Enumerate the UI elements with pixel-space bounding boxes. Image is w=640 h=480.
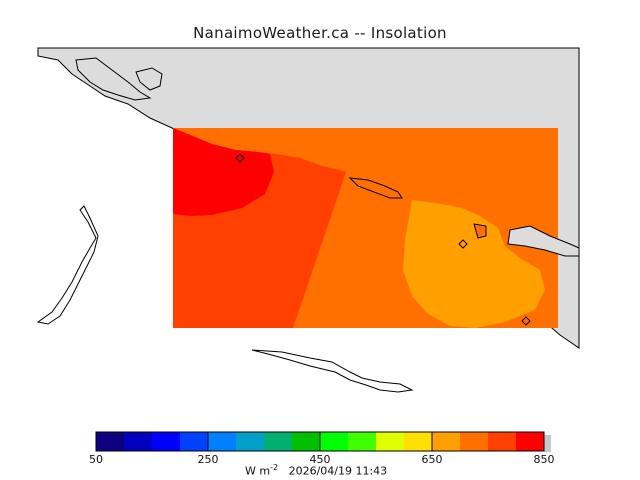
units-label: W m [245,464,271,478]
station-marker [458,239,468,249]
colorbar-swatch [460,432,488,451]
colorbar-label: 50 [89,453,103,466]
insolation-field [173,128,558,328]
colorbar-swatch [404,432,432,451]
station-markers [235,153,531,326]
colorbar-swatch [180,432,208,451]
colorbar-label: 250 [197,453,219,466]
colorbar-swatch [376,432,404,451]
colorbar-label: 650 [421,453,443,466]
colorbar-swatch [264,432,292,451]
units-exponent: -2 [270,463,279,472]
station-marker [235,153,245,163]
colorbar-shadow [544,435,551,452]
colorbar-label: 450 [309,453,331,466]
station-marker [521,316,531,326]
islands [36,57,580,393]
colorbar-swatch [432,432,460,451]
units-and-timestamp: W m-2 2026/04/19 11:43 [245,463,387,478]
colorbar-swatch [152,432,180,451]
colorbar-swatch [292,432,320,451]
timestamp: 2026/04/19 11:43 [288,464,388,478]
colorbar-swatch [348,432,376,451]
colorbar-swatch [320,432,348,451]
colorbar-swatch [96,432,124,451]
colorbar-swatch [124,432,152,451]
colorbar-swatch [516,432,544,451]
map-title: NanaimoWeather.ca -- Insolation [193,24,447,42]
colorbar-label: 850 [533,453,555,466]
colorbar [95,431,551,452]
colorbar-swatch [236,432,264,451]
colorbar-swatch [488,432,516,451]
colorbar-swatch [208,432,236,451]
